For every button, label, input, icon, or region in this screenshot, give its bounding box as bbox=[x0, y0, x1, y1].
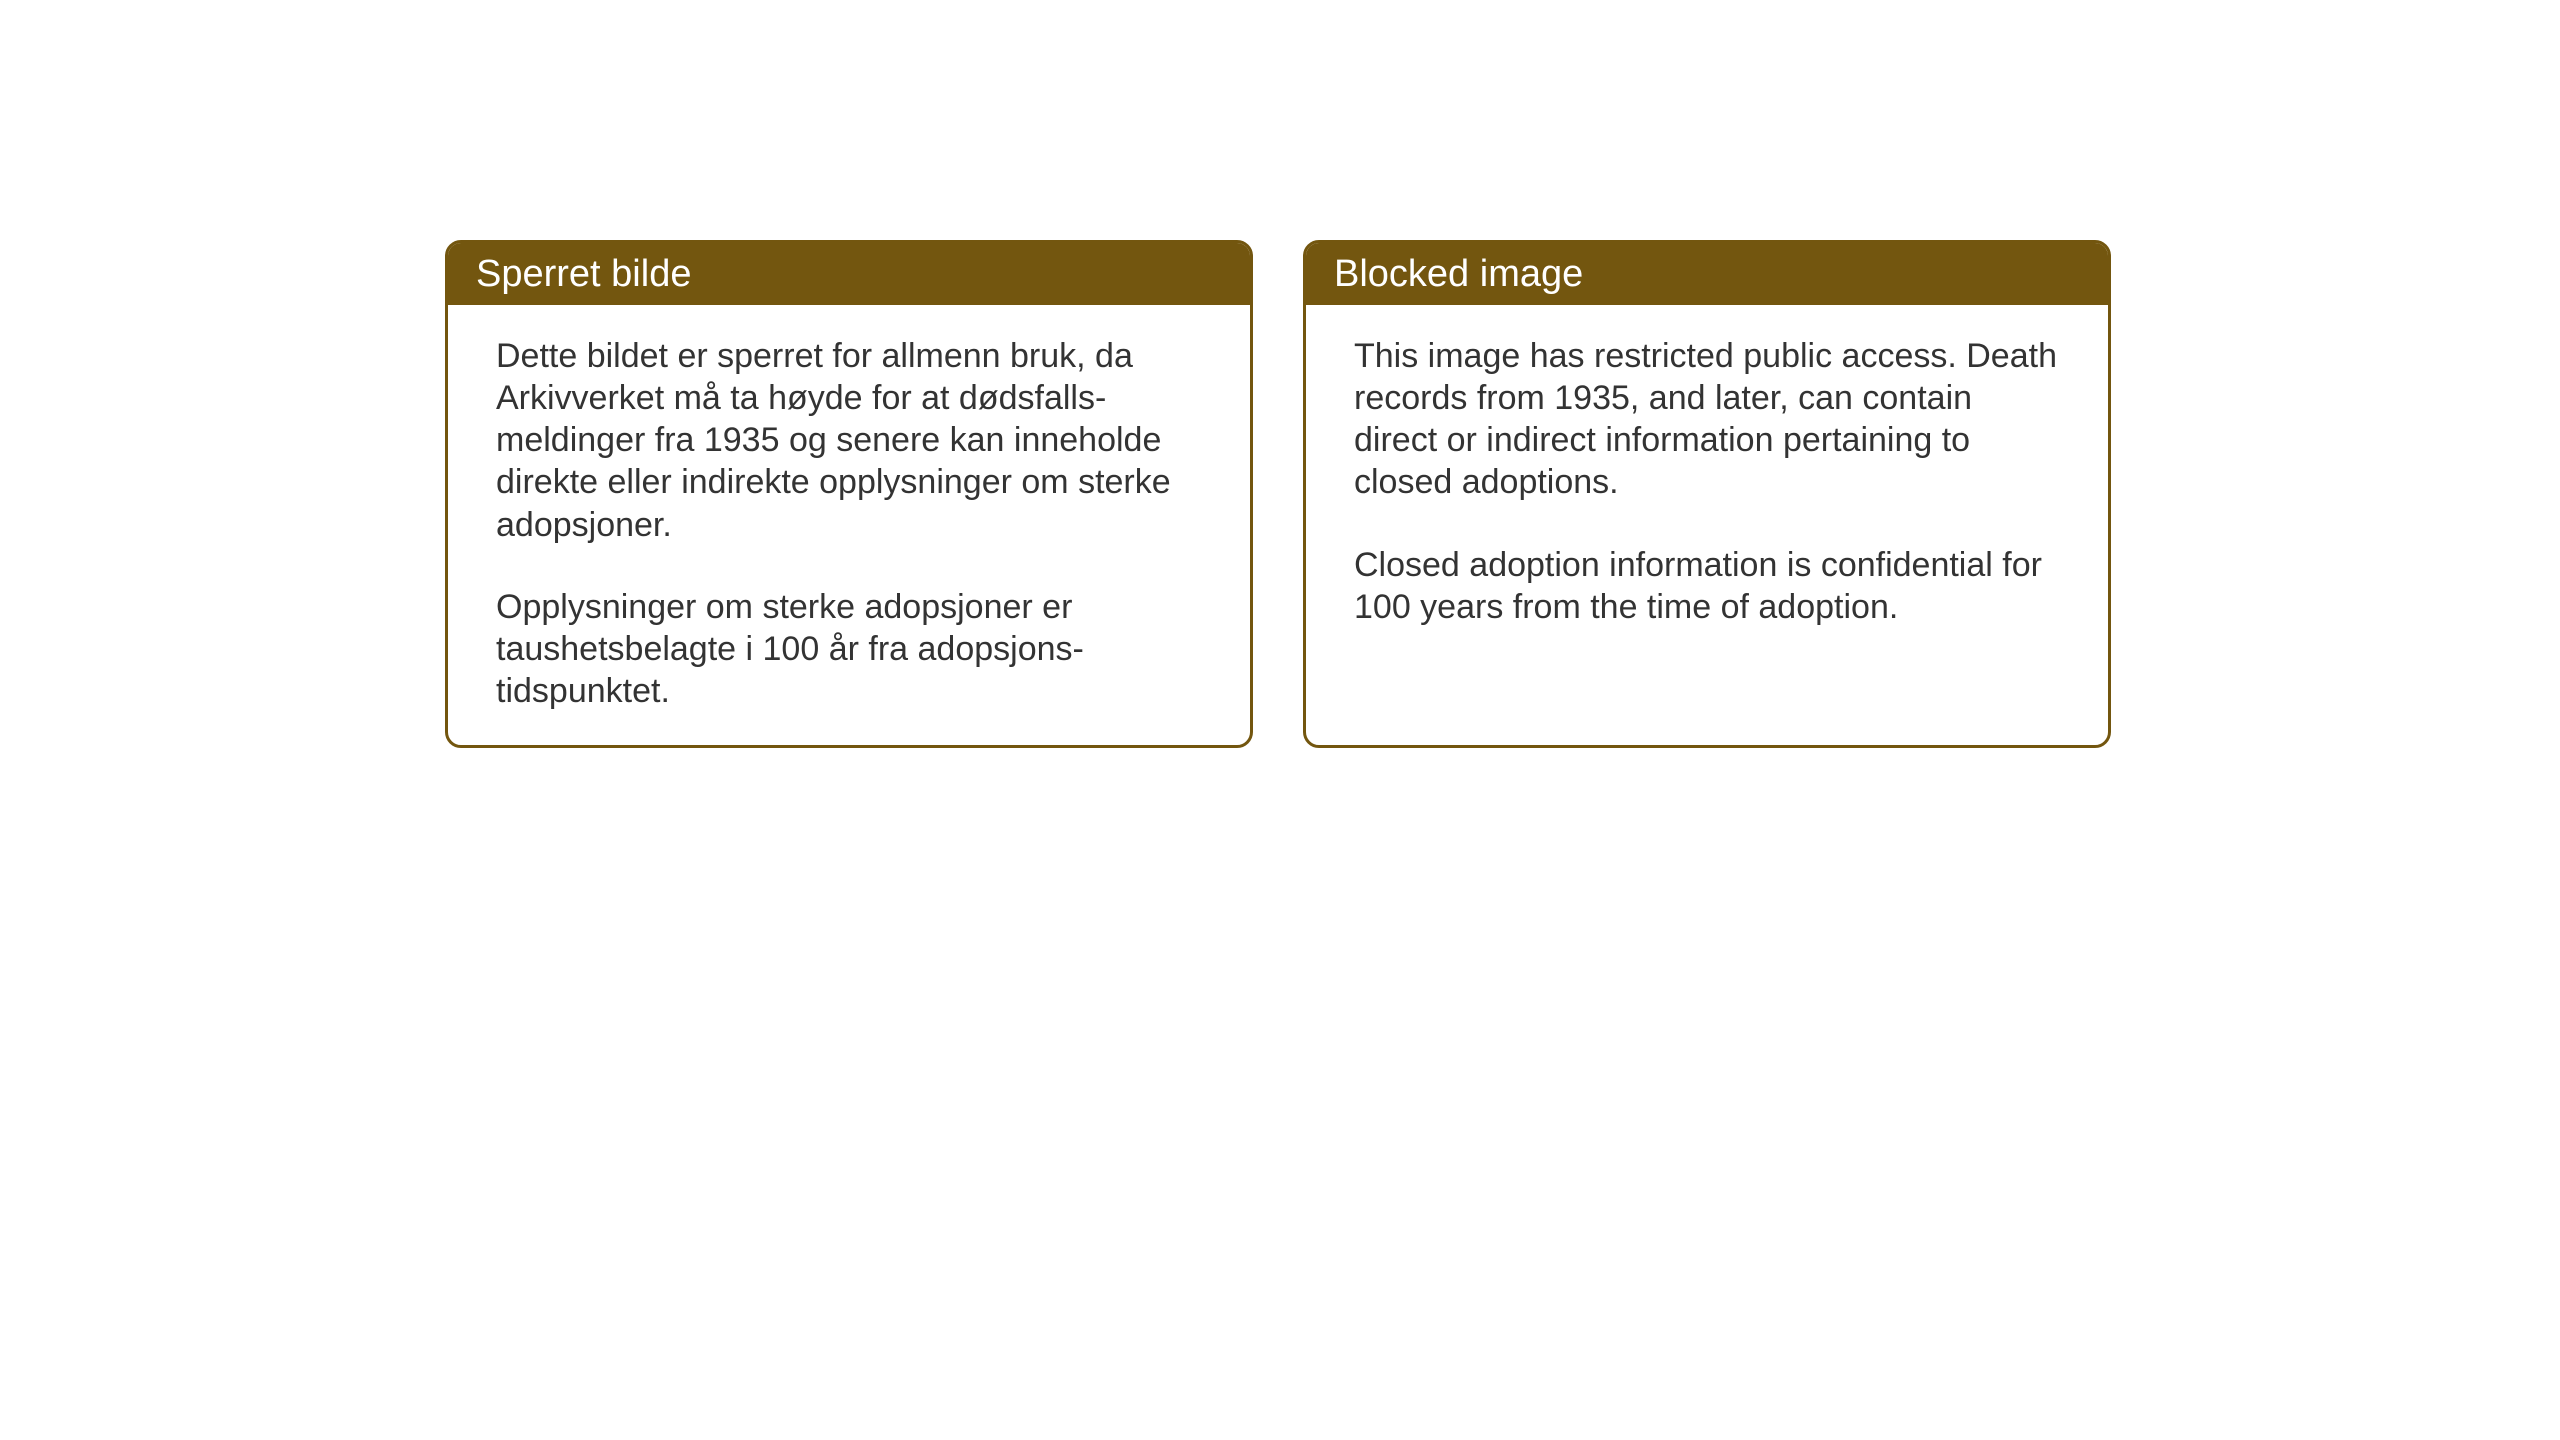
cards-container: Sperret bilde Dette bildet er sperret fo… bbox=[445, 240, 2111, 748]
card-norwegian: Sperret bilde Dette bildet er sperret fo… bbox=[445, 240, 1253, 748]
card-paragraph2-norwegian: Opplysninger om sterke adopsjoner er tau… bbox=[496, 586, 1202, 712]
card-title-norwegian: Sperret bilde bbox=[476, 253, 691, 296]
card-body-english: This image has restricted public access.… bbox=[1306, 305, 2108, 745]
card-paragraph2-english: Closed adoption information is confident… bbox=[1354, 544, 2060, 628]
card-title-english: Blocked image bbox=[1334, 253, 1583, 296]
card-body-norwegian: Dette bildet er sperret for allmenn bruk… bbox=[448, 305, 1250, 745]
card-english: Blocked image This image has restricted … bbox=[1303, 240, 2111, 748]
card-paragraph1-norwegian: Dette bildet er sperret for allmenn bruk… bbox=[496, 335, 1202, 546]
card-header-english: Blocked image bbox=[1306, 243, 2108, 305]
card-paragraph1-english: This image has restricted public access.… bbox=[1354, 335, 2060, 504]
card-header-norwegian: Sperret bilde bbox=[448, 243, 1250, 305]
